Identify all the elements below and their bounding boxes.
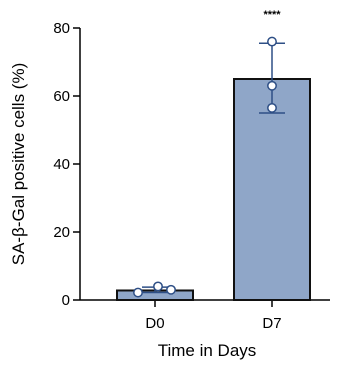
significance-labels: ****	[263, 9, 281, 21]
x-tick-label-D7: D7	[262, 315, 281, 332]
point-D0-3	[153, 281, 163, 292]
point-D7-3	[267, 36, 277, 47]
x-axis-title: Time in Days	[158, 341, 257, 360]
y-tick-label-80: 80	[53, 20, 70, 37]
data-points	[133, 36, 277, 298]
y-axis: 0 20 40 60 80	[53, 20, 81, 309]
y-tick-label-0: 0	[62, 292, 70, 309]
point-D0-2	[166, 284, 176, 295]
x-axis: D0 D7	[80, 299, 330, 332]
y-tick-label-40: 40	[53, 156, 70, 173]
bar-D7	[233, 78, 311, 301]
y-axis-title: SA-β-Gal positive cells (%)	[9, 63, 28, 266]
bars	[116, 78, 311, 302]
y-tick-label-60: 60	[53, 88, 70, 105]
point-D7-2	[267, 80, 277, 91]
point-D0-1	[133, 287, 143, 298]
point-D7-1	[267, 102, 277, 113]
x-tick-label-D0: D0	[145, 315, 164, 332]
significance-D7: ****	[263, 9, 281, 21]
y-tick-label-20: 20	[53, 224, 70, 241]
